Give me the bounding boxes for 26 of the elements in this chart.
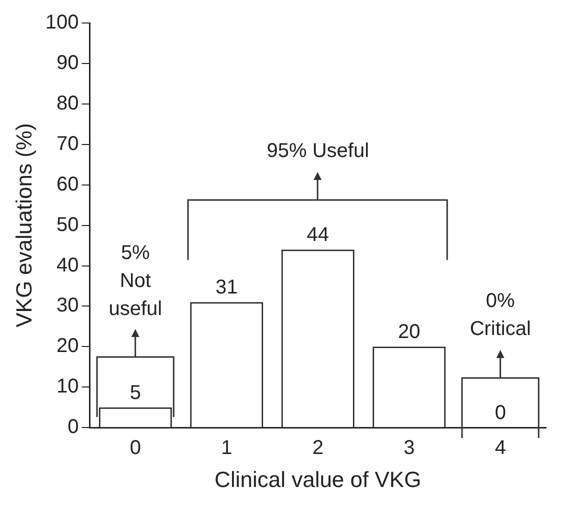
x-tick-label: 0: [130, 437, 141, 460]
y-tick-label: 60: [56, 173, 79, 196]
y-tick-label: 80: [56, 92, 79, 114]
x-tick-label: 1: [221, 437, 232, 460]
y-tick-label: 50: [56, 214, 79, 236]
y-tick-label: 70: [56, 132, 79, 155]
y-tick-label: 40: [56, 254, 79, 276]
y-tick-label: 0: [68, 416, 79, 438]
annotation: 0% Critical: [470, 290, 531, 340]
y-tick-label: 20: [56, 335, 79, 358]
y-axis-title: VKG evaluations (%): [11, 123, 36, 328]
x-axis-title: Clinical value of VKG: [214, 466, 422, 492]
y-tick-label: 30: [56, 294, 79, 317]
y-tick-label: 90: [56, 52, 79, 74]
annotation: 5% Not useful: [108, 242, 162, 320]
data-label: 20: [398, 321, 420, 344]
annotation: 95% Useful: [266, 140, 370, 162]
y-tick-label: 100: [45, 12, 79, 34]
x-tick-label: 4: [494, 437, 506, 460]
x-tick-label: 2: [312, 437, 324, 460]
y-tick-label: 10: [56, 376, 79, 398]
data-label: 31: [216, 276, 238, 299]
data-label: 5: [130, 382, 141, 404]
x-tick-label: 3: [404, 437, 415, 460]
data-label: 44: [306, 224, 330, 246]
data-label: 0: [494, 402, 506, 424]
